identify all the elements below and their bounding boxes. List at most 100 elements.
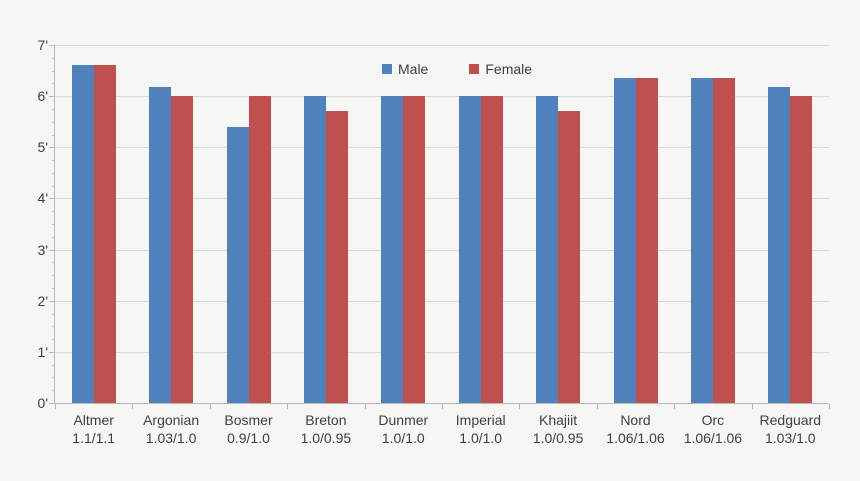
y-major-tick [49, 45, 55, 46]
y-major-tick [49, 403, 55, 404]
male-bar [71, 65, 94, 403]
y-major-tick [49, 249, 55, 251]
category-name: Argonian [143, 412, 200, 428]
y-minor-tick [52, 70, 55, 72]
category-label: Khajiit 1.0/0.95 [519, 411, 596, 447]
x-boundary-tick [132, 404, 134, 409]
x-boundary-tick [751, 404, 753, 409]
y-tick-label: 6' [37, 88, 48, 105]
y-tick-label: 1' [37, 343, 48, 360]
female-bar [325, 111, 348, 403]
category-label: Argonian 1.03/1.0 [132, 411, 209, 447]
female-bar [93, 65, 116, 403]
y-minor-tick [52, 211, 55, 213]
category-name: Altmer [73, 412, 114, 428]
female-bar [790, 96, 813, 403]
category-name: Nord [620, 412, 651, 428]
category-ratio: 1.0/0.95 [300, 430, 352, 446]
y-major-tick [49, 96, 55, 98]
y-minor-tick [52, 390, 55, 392]
y-minor-tick [52, 57, 55, 59]
female-legend-label: Female [485, 61, 533, 77]
y-minor-tick [52, 339, 55, 341]
male-legend-label: Male [398, 61, 429, 77]
y-minor-tick [52, 185, 55, 187]
y-tick-label: 7' [37, 37, 48, 53]
category-ratio: 1.06/1.06 [606, 430, 665, 446]
female-bar [480, 96, 503, 403]
male-bar [690, 77, 713, 403]
y-minor-tick [52, 224, 55, 225]
x-boundary-tick [442, 404, 443, 409]
y-tick-label: 0' [37, 395, 48, 411]
female-bar [558, 111, 581, 403]
female-bar [171, 96, 194, 403]
female-bar [635, 77, 658, 403]
category-label: Nord 1.06/1.06 [597, 411, 674, 447]
category-ratio: 1.0/1.0 [459, 430, 503, 446]
y-minor-tick [52, 160, 55, 162]
male-bar [536, 96, 559, 403]
y-major-tick [49, 147, 55, 149]
category-label: Orc 1.06/1.06 [674, 411, 751, 447]
category-ratio: 1.0/0.95 [532, 430, 584, 446]
gridline [55, 45, 829, 46]
x-boundary-tick [674, 404, 676, 409]
category-label: Imperial 1.0/1.0 [442, 411, 519, 447]
male-bar [458, 96, 481, 403]
female-bar [248, 96, 271, 403]
y-tick-label: 4' [37, 190, 48, 207]
male-bar [381, 96, 404, 403]
x-boundary-tick [596, 404, 598, 409]
male-bar [303, 96, 326, 403]
x-boundary-tick [55, 404, 56, 409]
x-boundary-tick [287, 404, 289, 409]
x-boundary-tick [209, 404, 211, 409]
category-ratio: 1.03/1.0 [145, 430, 197, 446]
gridline [55, 249, 829, 251]
gridline [55, 300, 829, 302]
x-axis-line [55, 403, 829, 404]
y-minor-tick [52, 172, 55, 174]
male-legend-swatch [382, 64, 392, 74]
female-legend-swatch [469, 64, 480, 74]
y-minor-tick [52, 134, 55, 136]
category-name: Dunmer [378, 412, 429, 428]
category-ratio: 0.9/1.0 [227, 430, 270, 446]
category-name: Redguard [759, 412, 822, 428]
y-minor-tick [52, 83, 55, 85]
y-major-tick [49, 198, 55, 200]
y-tick-label: 3' [37, 241, 48, 258]
female-bar [403, 96, 426, 403]
y-major-tick [49, 300, 55, 302]
category-name: Imperial [455, 412, 506, 428]
category-name: Orc [701, 412, 725, 428]
male-bar [613, 77, 636, 403]
category-name: Breton [305, 412, 347, 428]
y-minor-tick [52, 287, 55, 289]
category-label: Breton 1.0/0.95 [287, 411, 364, 447]
y-minor-tick [52, 326, 55, 328]
x-boundary-tick [519, 404, 521, 409]
male-bar [149, 86, 172, 403]
y-minor-tick [52, 236, 55, 238]
legend-item-male: Male [382, 61, 428, 77]
category-label: Altmer 1.1/1.1 [55, 411, 132, 447]
y-minor-tick [52, 377, 55, 379]
y-minor-tick [52, 364, 55, 366]
y-minor-tick [52, 313, 55, 315]
category-ratio: 1.1/1.1 [72, 430, 116, 446]
y-minor-tick [52, 108, 55, 110]
category-name: Khajiit [539, 412, 578, 428]
y-minor-tick [52, 275, 55, 277]
category-label: Bosmer 0.9/1.0 [210, 411, 287, 447]
y-minor-tick [52, 121, 55, 123]
male-bar [226, 126, 249, 403]
gridline [55, 96, 829, 98]
gridline [55, 198, 829, 200]
category-label: Redguard 1.03/1.0 [752, 411, 829, 447]
category-label: Dunmer 1.0/1.0 [365, 411, 442, 447]
y-minor-tick [52, 262, 55, 264]
y-tick-label: 5' [37, 139, 48, 156]
